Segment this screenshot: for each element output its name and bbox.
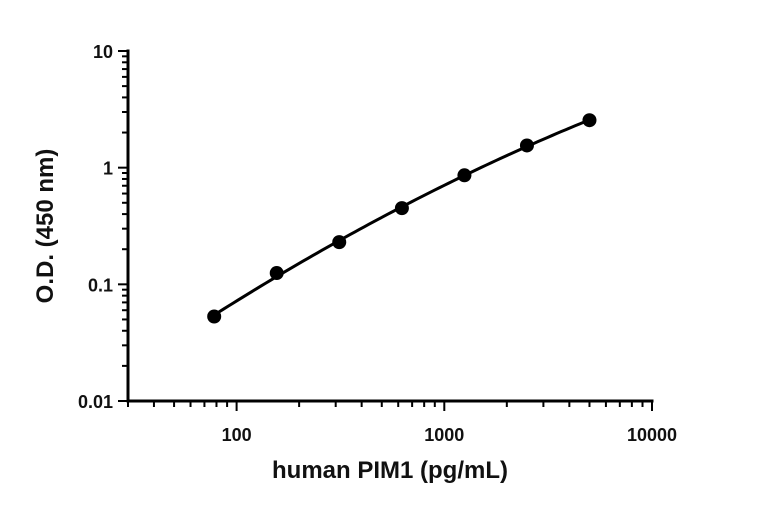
x-tick-label: 1000 [424, 425, 464, 445]
y-tick-label: 10 [93, 42, 113, 62]
y-tick-label: 1 [103, 159, 113, 179]
data-point [582, 113, 597, 128]
x-tick-label: 100 [222, 425, 252, 445]
data-points [207, 113, 597, 324]
y-tick-label: 0.1 [88, 275, 113, 295]
x-tick-label: 10000 [627, 425, 677, 445]
data-point [457, 168, 472, 183]
y-axis-title: O.D. (450 nm) [32, 149, 59, 304]
data-point [394, 201, 409, 216]
x-ticks: 100 1000 10000 [127, 401, 677, 445]
data-point [207, 309, 222, 324]
fit-curve [213, 118, 591, 317]
y-ticks: 0.01 0.1 1 10 [78, 42, 128, 412]
data-point [519, 138, 534, 153]
axes: 100 1000 10000 0.01 0.1 1 10 [78, 42, 677, 445]
plot-area [207, 113, 597, 324]
x-axis-title: human PIM1 (pg/mL) [272, 457, 508, 484]
data-point [269, 266, 284, 281]
y-tick-label: 0.01 [78, 392, 113, 412]
data-point [332, 235, 347, 250]
